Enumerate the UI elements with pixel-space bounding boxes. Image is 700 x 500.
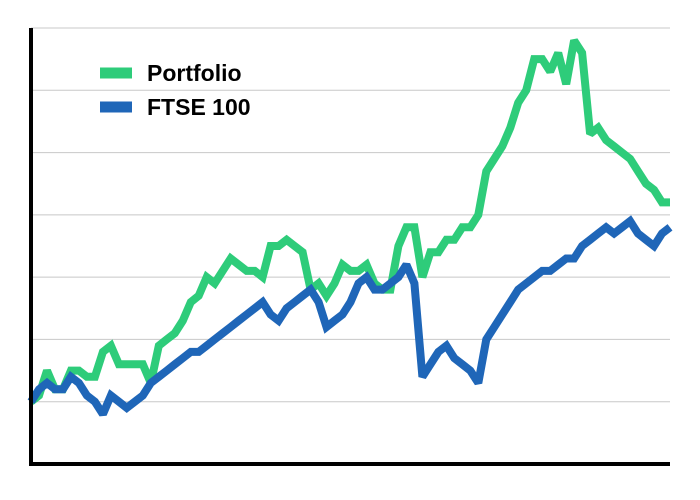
series-line-portfolio — [28, 38, 670, 405]
grid-lines — [31, 27, 670, 403]
series-lines — [27, 38, 673, 417]
legend-label-portfolio: Portfolio — [147, 60, 242, 86]
legend-label-ftse-100: FTSE 100 — [147, 94, 251, 120]
series-line-ftse-100 — [27, 215, 673, 417]
legend: Portfolio FTSE 100 — [100, 60, 251, 120]
